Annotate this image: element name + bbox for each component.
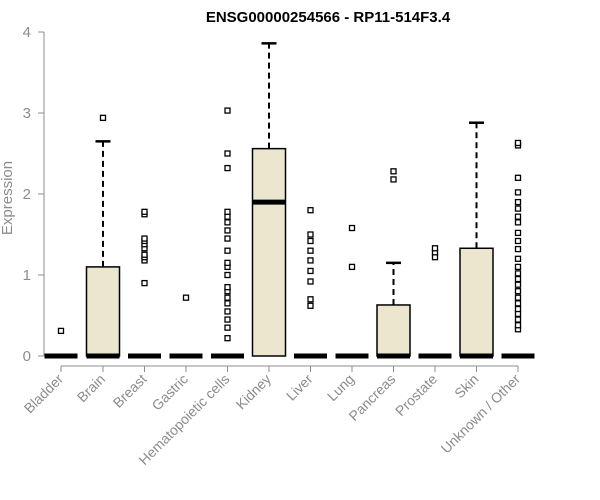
- outlier-point: [514, 174, 522, 181]
- outlier-point: [514, 198, 522, 206]
- outlier-point: [514, 213, 522, 220]
- outlier-point: [514, 263, 522, 271]
- outlier-point: [224, 164, 231, 172]
- outlier-point: [514, 245, 522, 253]
- box-group: [418, 245, 452, 359]
- outlier-point: [307, 267, 314, 275]
- outlier-point: [348, 224, 356, 232]
- outlier-point: [224, 271, 231, 279]
- outlier-point: [390, 176, 397, 183]
- outlier-point: [141, 235, 148, 242]
- outlier-point: [514, 300, 522, 307]
- x-tick-label: Unknown / Other: [438, 371, 524, 457]
- box-iqr: [85, 266, 121, 357]
- outlier-point: [141, 251, 148, 258]
- outlier-point: [141, 279, 148, 287]
- outlier-point: [307, 257, 314, 264]
- outlier-point: [224, 294, 231, 301]
- box-group: [211, 107, 244, 359]
- outlier-point: [224, 300, 231, 307]
- x-tick-label: Liver: [283, 371, 316, 404]
- outlier-point: [224, 283, 231, 291]
- outlier-point: [348, 263, 356, 271]
- box-iqr: [459, 247, 494, 357]
- outlier-point: [514, 255, 522, 262]
- outlier-point: [57, 327, 65, 335]
- outlier-point: [141, 208, 148, 215]
- y-tick-label: 1: [23, 267, 31, 284]
- box-group: [335, 224, 369, 359]
- outlier-point: [307, 278, 314, 285]
- y-tick-label: 3: [23, 105, 31, 122]
- outlier-point: [307, 296, 314, 303]
- outlier-point: [224, 324, 231, 331]
- boxes: [44, 42, 535, 359]
- box-group: [459, 121, 494, 359]
- box-group: [44, 327, 78, 359]
- y-axis-label: Expression: [0, 161, 16, 235]
- outlier-point: [514, 139, 522, 147]
- outlier-point: [224, 219, 231, 226]
- x-tick-label: Bladder: [21, 371, 67, 417]
- outlier-point: [182, 294, 190, 301]
- outlier-point: [224, 259, 231, 267]
- outlier-point: [514, 205, 522, 212]
- box-group: [251, 42, 287, 357]
- outlier-point: [307, 231, 314, 238]
- outlier-point: [224, 107, 231, 114]
- outlier-point: [514, 316, 522, 323]
- outlier-point: [514, 288, 522, 295]
- outlier-point: [224, 227, 231, 234]
- box-group: [128, 208, 161, 359]
- box-group: [376, 168, 411, 359]
- outlier-point: [307, 237, 314, 245]
- y-tick-label: 4: [23, 24, 31, 41]
- outlier-point: [514, 237, 522, 245]
- outlier-point: [224, 308, 231, 315]
- outlier-point: [224, 208, 231, 215]
- x-tick-label: Kidney: [233, 371, 275, 413]
- box-iqr: [251, 147, 287, 357]
- outlier-point: [307, 247, 314, 254]
- outlier-point: [514, 322, 522, 329]
- outlier-point: [514, 275, 522, 283]
- outlier-point: [307, 207, 314, 214]
- outlier-point: [224, 316, 231, 323]
- axes: 0 1 2 3 4: [23, 24, 518, 367]
- outlier-point: [224, 150, 231, 157]
- outlier-point: [431, 245, 439, 252]
- outlier-point: [514, 189, 522, 196]
- box-group: [85, 114, 121, 359]
- y-tick-label: 0: [23, 348, 31, 365]
- box-iqr: [376, 304, 411, 357]
- outlier-point: [514, 270, 522, 277]
- x-tick-label: Lung: [324, 371, 357, 404]
- outlier-point: [307, 302, 314, 309]
- x-tick-label: Breast: [110, 371, 150, 411]
- outlier-point: [224, 235, 231, 242]
- outlier-point: [514, 281, 522, 288]
- outlier-point: [514, 219, 522, 226]
- box-group: [169, 294, 203, 359]
- x-tick-label: Prostate: [392, 371, 440, 419]
- outlier-point: [390, 168, 397, 175]
- outlier-point: [224, 335, 231, 342]
- outlier-point: [224, 247, 231, 254]
- outlier-point: [514, 294, 522, 301]
- chart-title: ENSG00000254566 - RP11-514F3.4: [206, 9, 451, 26]
- x-tick-label: Skin: [451, 371, 482, 402]
- outlier-point: [99, 114, 107, 122]
- outlier-point: [514, 229, 522, 237]
- outlier-point: [514, 305, 522, 313]
- y-tick-label: 2: [23, 186, 31, 203]
- box-group: [294, 207, 327, 359]
- x-tick-label: Brain: [74, 371, 108, 405]
- box-group: [501, 139, 535, 359]
